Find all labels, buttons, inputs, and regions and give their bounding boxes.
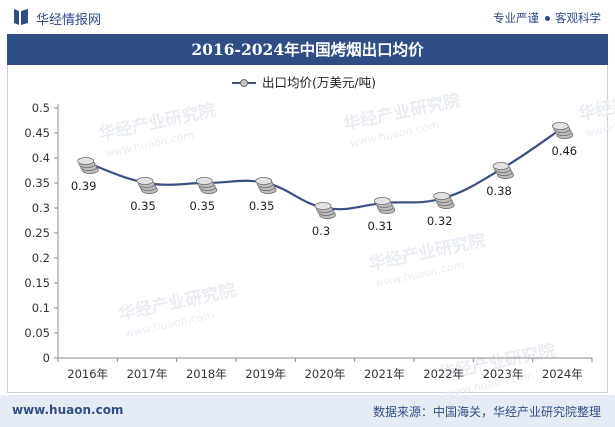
tagline-left: 专业严谨 (493, 11, 539, 25)
data-label: 0.35 (249, 199, 275, 213)
x-tick-label: 2024年 (542, 367, 583, 381)
bullet-icon (545, 15, 550, 21)
chart-frame (7, 65, 608, 393)
x-tick-label: 2017年 (127, 367, 168, 381)
x-tick-label: 2021年 (364, 367, 405, 381)
data-point (492, 161, 514, 179)
x-tick-label: 2022年 (423, 367, 464, 381)
legend-marker (240, 79, 248, 87)
y-tick-label: 0.3 (32, 201, 50, 215)
data-label: 0.32 (427, 214, 453, 228)
tagline-right: 客观科学 (555, 11, 601, 25)
y-tick-label: 0 (43, 351, 50, 365)
y-tick-label: 0.5 (32, 101, 50, 115)
data-point (255, 176, 277, 194)
data-label: 0.31 (368, 219, 394, 233)
data-point (551, 122, 574, 139)
tagline: 专业严谨 客观科学 (493, 10, 601, 26)
y-tick-label: 0.05 (24, 326, 50, 340)
data-label: 0.38 (486, 184, 512, 198)
y-tick-label: 0.25 (24, 226, 50, 240)
x-tick-label: 2019年 (245, 367, 286, 381)
data-label: 0.46 (552, 144, 578, 158)
data-label: 0.3 (312, 224, 330, 238)
y-tick-label: 0.15 (24, 276, 50, 290)
footer-source: 数据来源：中国海关，华经产业研究院整理 (372, 405, 601, 419)
data-point (433, 191, 455, 209)
logo-icon (14, 9, 28, 25)
brand-name: 华经情报网 (36, 13, 102, 28)
x-tick-label: 2018年 (186, 367, 227, 381)
data-point (195, 176, 218, 194)
footer: www.huaon.com 数据来源：中国海关，华经产业研究院整理 (0, 395, 615, 427)
y-tick-label: 0.2 (32, 251, 50, 265)
chart-title: 2016-2024年中国烤烟出口均价 (7, 34, 608, 65)
watermark-text: 华经产业研究院 (577, 80, 615, 125)
data-point (314, 201, 336, 219)
footer-website[interactable]: www.huaon.com (12, 403, 124, 417)
data-label: 0.39 (71, 179, 97, 193)
x-tick-label: 2023年 (483, 367, 524, 381)
data-label: 0.35 (190, 199, 216, 213)
data-label: 0.35 (130, 199, 156, 213)
top-bar: 华经情报网 专业严谨 客观科学 (0, 0, 615, 34)
data-point (77, 156, 99, 174)
data-point (136, 176, 158, 194)
y-tick-label: 0.35 (24, 176, 50, 190)
y-tick-label: 0.1 (32, 301, 50, 315)
x-tick-label: 2016年 (67, 367, 108, 381)
data-point (373, 196, 396, 214)
x-tick-label: 2020年 (305, 367, 346, 381)
legend-label: 出口均价(万美元/吨) (262, 75, 376, 90)
y-tick-label: 0.45 (24, 126, 50, 140)
y-tick-label: 0.4 (32, 151, 50, 165)
